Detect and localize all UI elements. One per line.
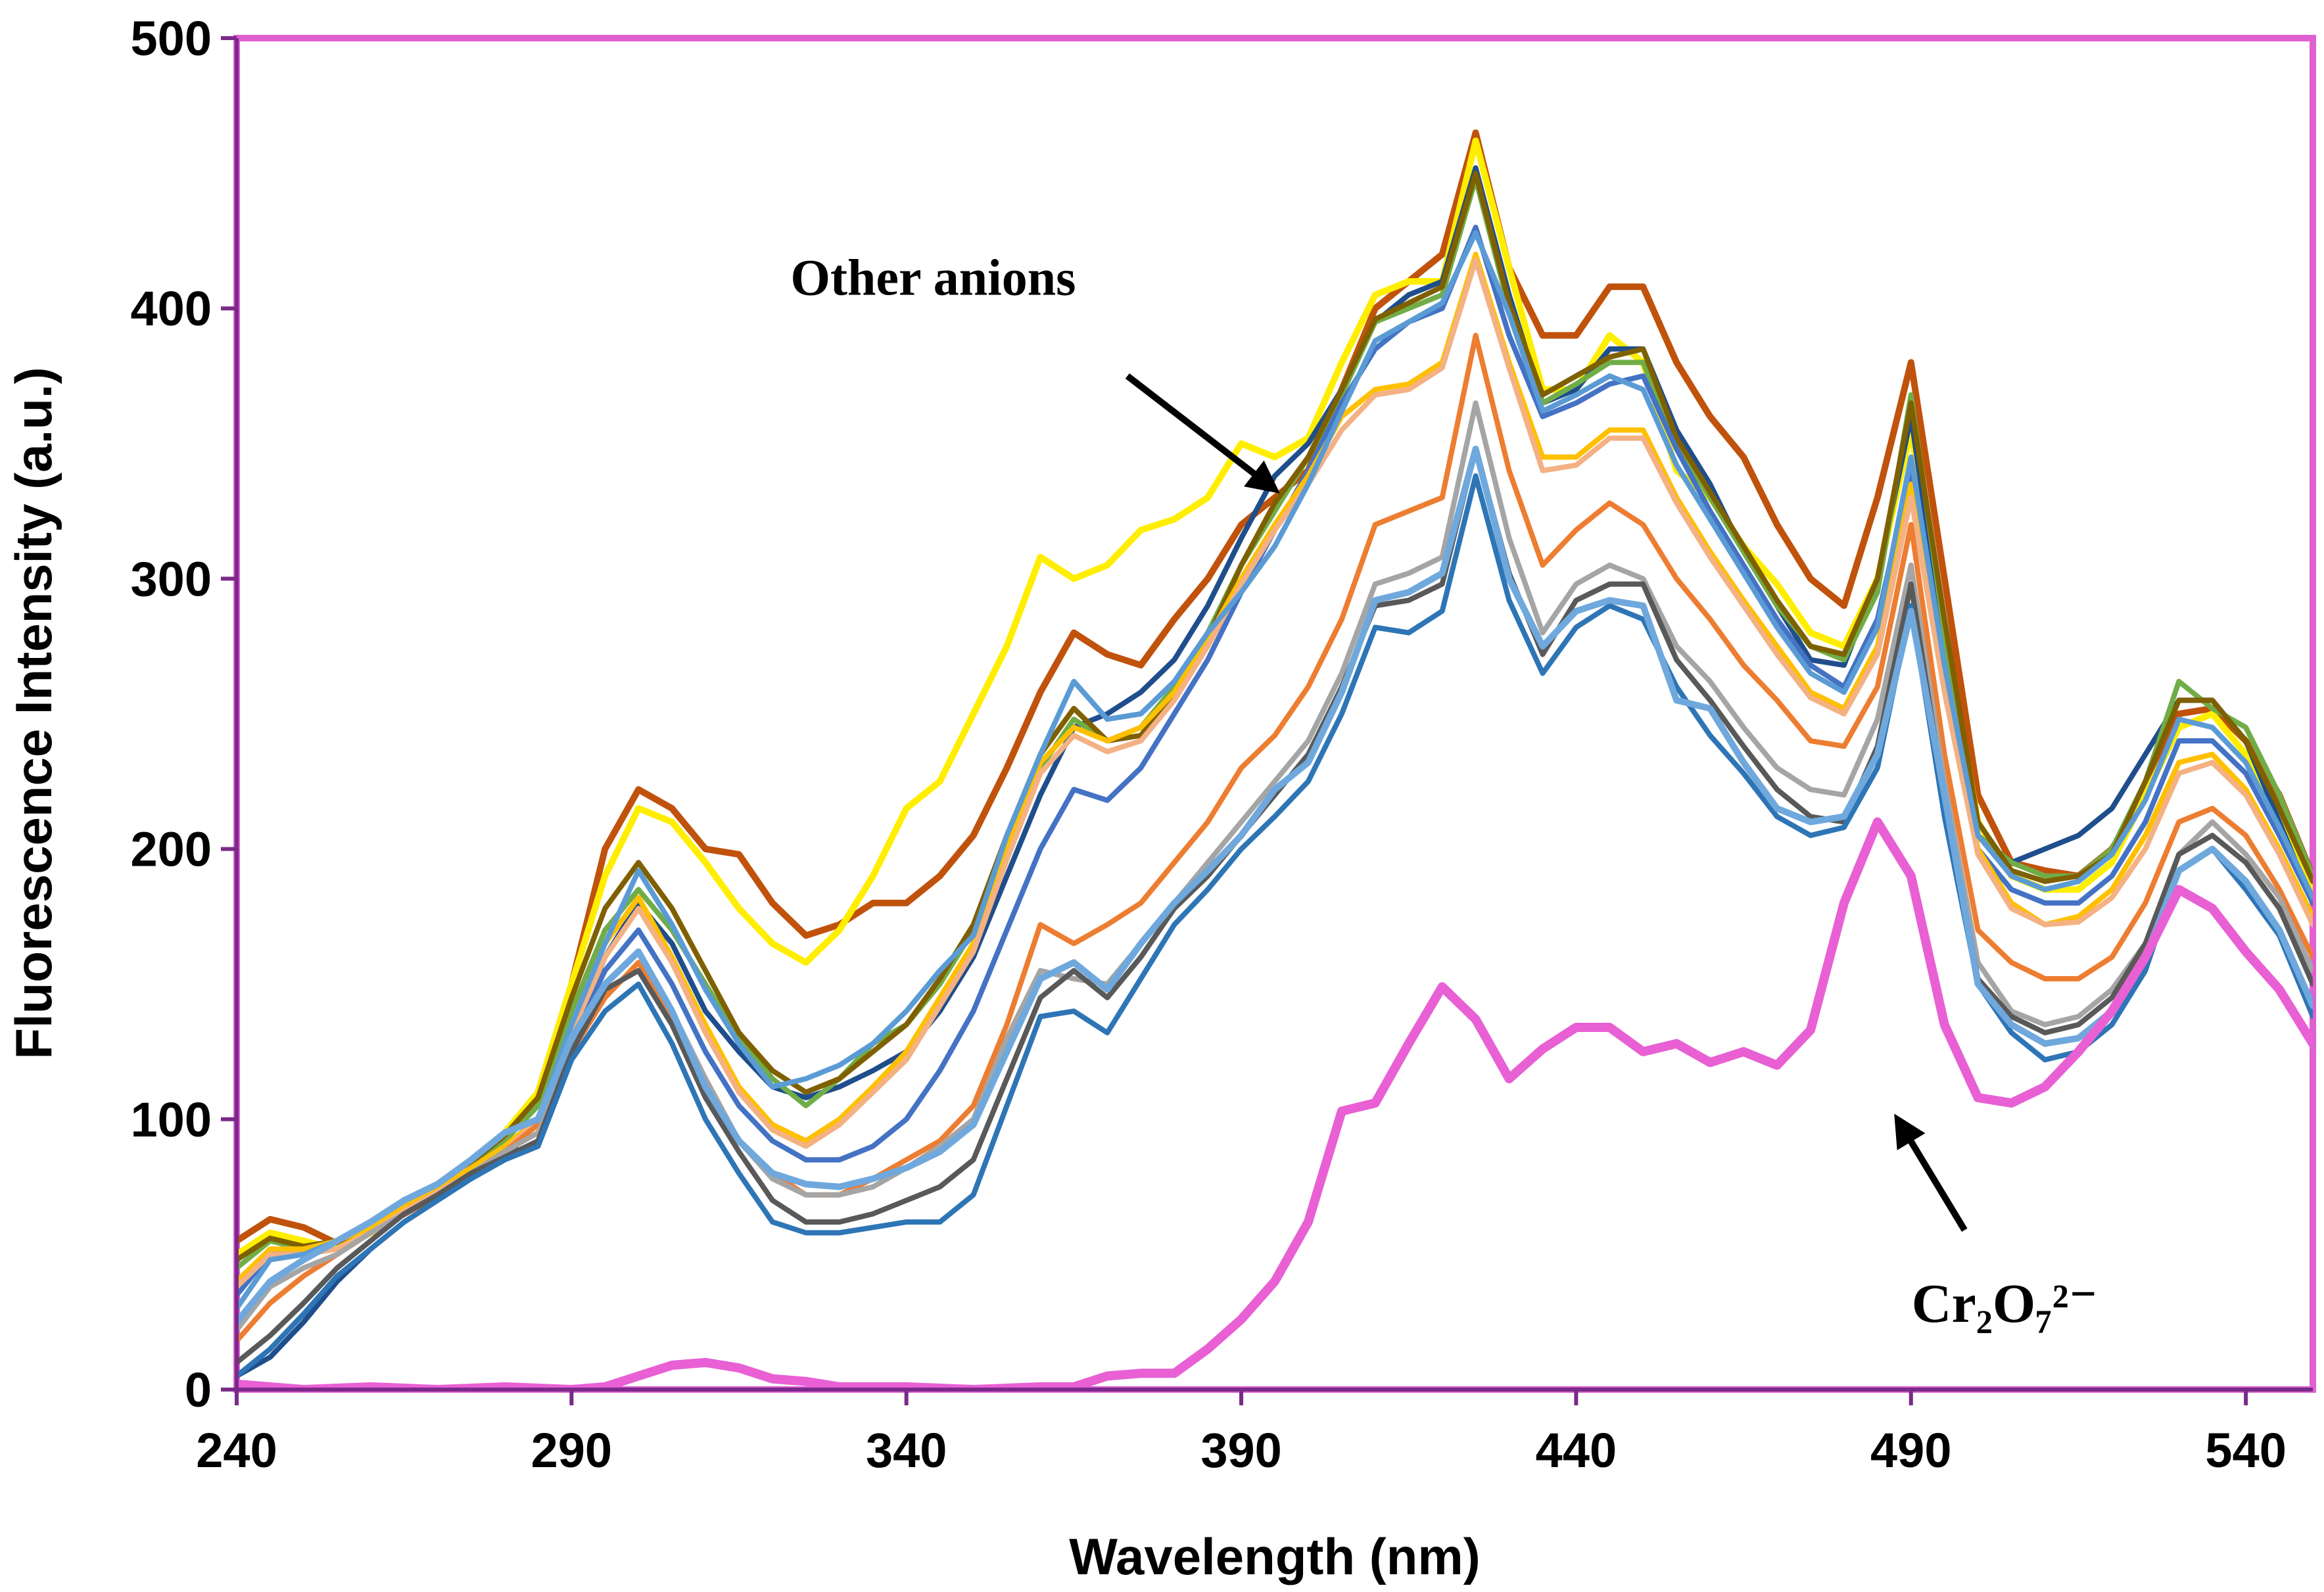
x-tick-label: 240 bbox=[196, 1423, 277, 1478]
y-axis-title: Fluorescence Intensity (a.u.) bbox=[5, 367, 62, 1059]
x-tick-label: 490 bbox=[1870, 1423, 1951, 1478]
x-tick-label: 340 bbox=[866, 1423, 947, 1478]
axes-layer: 0 100 200 300 400 500 240 290 340 390 440 490 540 bbox=[131, 11, 2313, 1478]
plot-frame bbox=[233, 35, 2316, 1393]
series-line-light-orange bbox=[237, 257, 2313, 1290]
annotation-arrow-other bbox=[1125, 373, 1280, 494]
series-line-cr2o7-2- bbox=[237, 817, 2313, 1390]
y-tick-label: 500 bbox=[131, 11, 212, 66]
series-layer bbox=[237, 129, 2313, 1390]
series-line-sky-blue bbox=[237, 230, 2313, 1311]
annotation-label-other: Other anions bbox=[790, 249, 1076, 306]
y-tick-label: 0 bbox=[185, 1363, 212, 1417]
x-tick-label: 390 bbox=[1200, 1423, 1281, 1478]
x-tick-label: 440 bbox=[1536, 1423, 1617, 1478]
series-line-light-sky-blue bbox=[237, 446, 2313, 1326]
y-tick-label: 100 bbox=[131, 1092, 212, 1147]
x-axis-title: Wavelength (nm) bbox=[1069, 1528, 1480, 1585]
series-line-olive-brown bbox=[237, 170, 2313, 1263]
annotation-arrow-cr bbox=[1894, 1113, 1968, 1232]
y-tick-label: 300 bbox=[131, 551, 212, 606]
annotation-layer: Other anions Cr₂O₇²⁻ bbox=[790, 249, 2098, 1335]
x-tick-label: 540 bbox=[2205, 1423, 2286, 1478]
annotation-label-cr: Cr₂O₇²⁻ bbox=[1912, 1273, 2098, 1334]
y-tick-label: 400 bbox=[131, 281, 212, 336]
x-tick-label: 290 bbox=[531, 1423, 612, 1478]
y-tick-label: 200 bbox=[131, 822, 212, 877]
